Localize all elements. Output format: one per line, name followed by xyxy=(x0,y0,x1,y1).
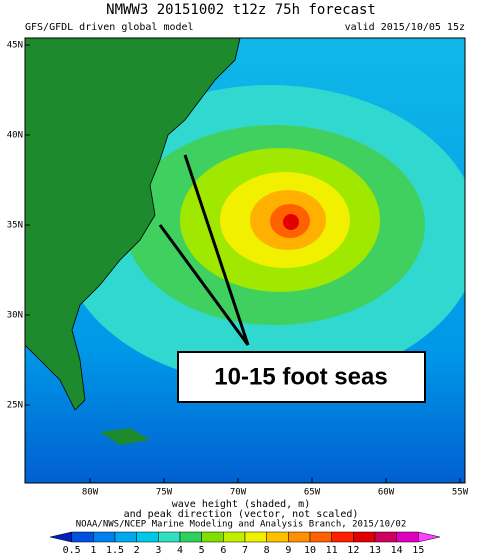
color-swatch xyxy=(244,531,267,543)
colorbar-label: 1 xyxy=(90,545,96,556)
colorbar-label: 12 xyxy=(347,545,359,556)
footer-line: NOAA/NWS/NCEP Marine Modeling and Analys… xyxy=(76,520,407,530)
lon-label: 55W xyxy=(452,488,469,498)
lon-label: 75W xyxy=(156,488,173,498)
colorbar-label: 4 xyxy=(177,545,183,556)
colorbar-label: 14 xyxy=(391,545,403,556)
colorbar-label: 2 xyxy=(134,545,140,556)
color-swatch xyxy=(418,531,441,543)
contour xyxy=(283,214,299,230)
colorbar-label: 10 xyxy=(304,545,316,556)
color-swatch xyxy=(374,531,397,543)
land xyxy=(25,38,241,411)
color-swatch xyxy=(309,531,332,543)
map: 10-15 foot seas xyxy=(24,37,466,484)
lat-label: 45N xyxy=(7,41,23,51)
pointer-line xyxy=(183,154,250,346)
axes: 45N 40N 35N 30N 25N 80W 75W 70W 65W 60W 55W xyxy=(7,41,469,498)
color-swatch xyxy=(136,531,159,543)
colorbar-label: 8 xyxy=(264,545,270,556)
annotation-box xyxy=(177,351,426,403)
color-swatch xyxy=(223,531,246,543)
lat-label: 30N xyxy=(7,311,23,321)
color-swatch xyxy=(93,531,116,543)
color-swatch xyxy=(331,531,354,543)
color-swatch xyxy=(179,531,202,543)
colorbar: 0.5 1 1.5 2 3 4 5 6 7 8 9 10 11 12 13 14 15 xyxy=(49,531,441,556)
colorbar-label: 9 xyxy=(285,545,291,556)
title: NMWW3 20151002 t12z 75h forecast xyxy=(106,2,376,18)
colorbar-label: 0.5 xyxy=(63,545,81,556)
lon-label: 65W xyxy=(304,488,321,498)
colorbar-label: 1.5 xyxy=(106,545,124,556)
color-swatch xyxy=(396,531,419,543)
colorbar-label: 15 xyxy=(412,545,424,556)
lon-label: 80W xyxy=(82,488,99,498)
subtitle: GFS/GFDL driven global model xyxy=(25,22,194,33)
lon-label: 60W xyxy=(378,488,395,498)
footer-line: wave height (shaded, m) xyxy=(172,499,310,510)
annotation: 10-15 foot seas xyxy=(214,363,387,390)
lat-label: 35N xyxy=(7,221,23,231)
color-swatch xyxy=(71,531,94,543)
valid-time: valid 2015/10/05 15z xyxy=(345,22,465,33)
color-swatch xyxy=(201,531,224,543)
color-swatch xyxy=(158,531,181,543)
colorbar-label: 6 xyxy=(220,545,226,556)
colorbar-label: 3 xyxy=(155,545,161,556)
lat-label: 25N xyxy=(7,401,23,411)
island xyxy=(100,428,150,445)
footer-line: and peak direction (vector, not scaled) xyxy=(124,509,359,520)
colorbar-label: 5 xyxy=(199,545,205,556)
map-frame xyxy=(24,37,466,484)
lon-label: 70W xyxy=(230,488,247,498)
colorbar-label: 13 xyxy=(369,545,381,556)
color-swatch xyxy=(353,531,376,543)
color-swatch xyxy=(49,531,72,543)
colorbar-label: 11 xyxy=(326,545,338,556)
lat-label: 40N xyxy=(7,131,23,141)
color-swatch xyxy=(266,531,289,543)
pointer-line xyxy=(158,224,250,346)
color-swatch xyxy=(114,531,137,543)
colorbar-label: 7 xyxy=(242,545,248,556)
color-swatch xyxy=(288,531,311,543)
